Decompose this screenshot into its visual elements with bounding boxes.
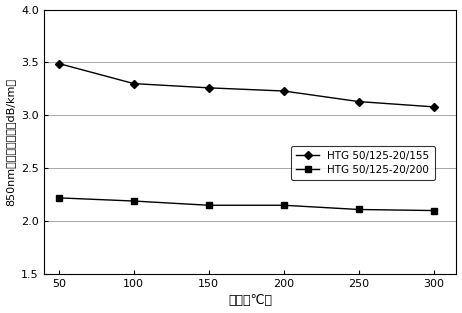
HTG 50/125-20/155 [356, 100, 362, 104]
HTG 50/125-20/200 [356, 208, 362, 211]
HTG 50/125-20/200 [431, 209, 437, 213]
HTG 50/125-20/200 [56, 196, 61, 200]
HTG 50/125-20/155 [431, 105, 437, 109]
HTG 50/125-20/155 [281, 89, 286, 93]
HTG 50/125-20/200 [281, 203, 286, 207]
Line: HTG 50/125-20/200: HTG 50/125-20/200 [56, 195, 437, 213]
HTG 50/125-20/200 [206, 203, 212, 207]
Line: HTG 50/125-20/155: HTG 50/125-20/155 [56, 61, 437, 110]
HTG 50/125-20/155 [56, 62, 61, 65]
Y-axis label: 850nm窗口衰减系数（dB/km）: 850nm窗口衰减系数（dB/km） [6, 78, 16, 206]
Legend: HTG 50/125-20/155, HTG 50/125-20/200: HTG 50/125-20/155, HTG 50/125-20/200 [291, 146, 435, 180]
HTG 50/125-20/200 [131, 199, 137, 203]
HTG 50/125-20/155 [131, 82, 137, 85]
X-axis label: 温度（℃）: 温度（℃） [228, 295, 272, 307]
HTG 50/125-20/155 [206, 86, 212, 90]
